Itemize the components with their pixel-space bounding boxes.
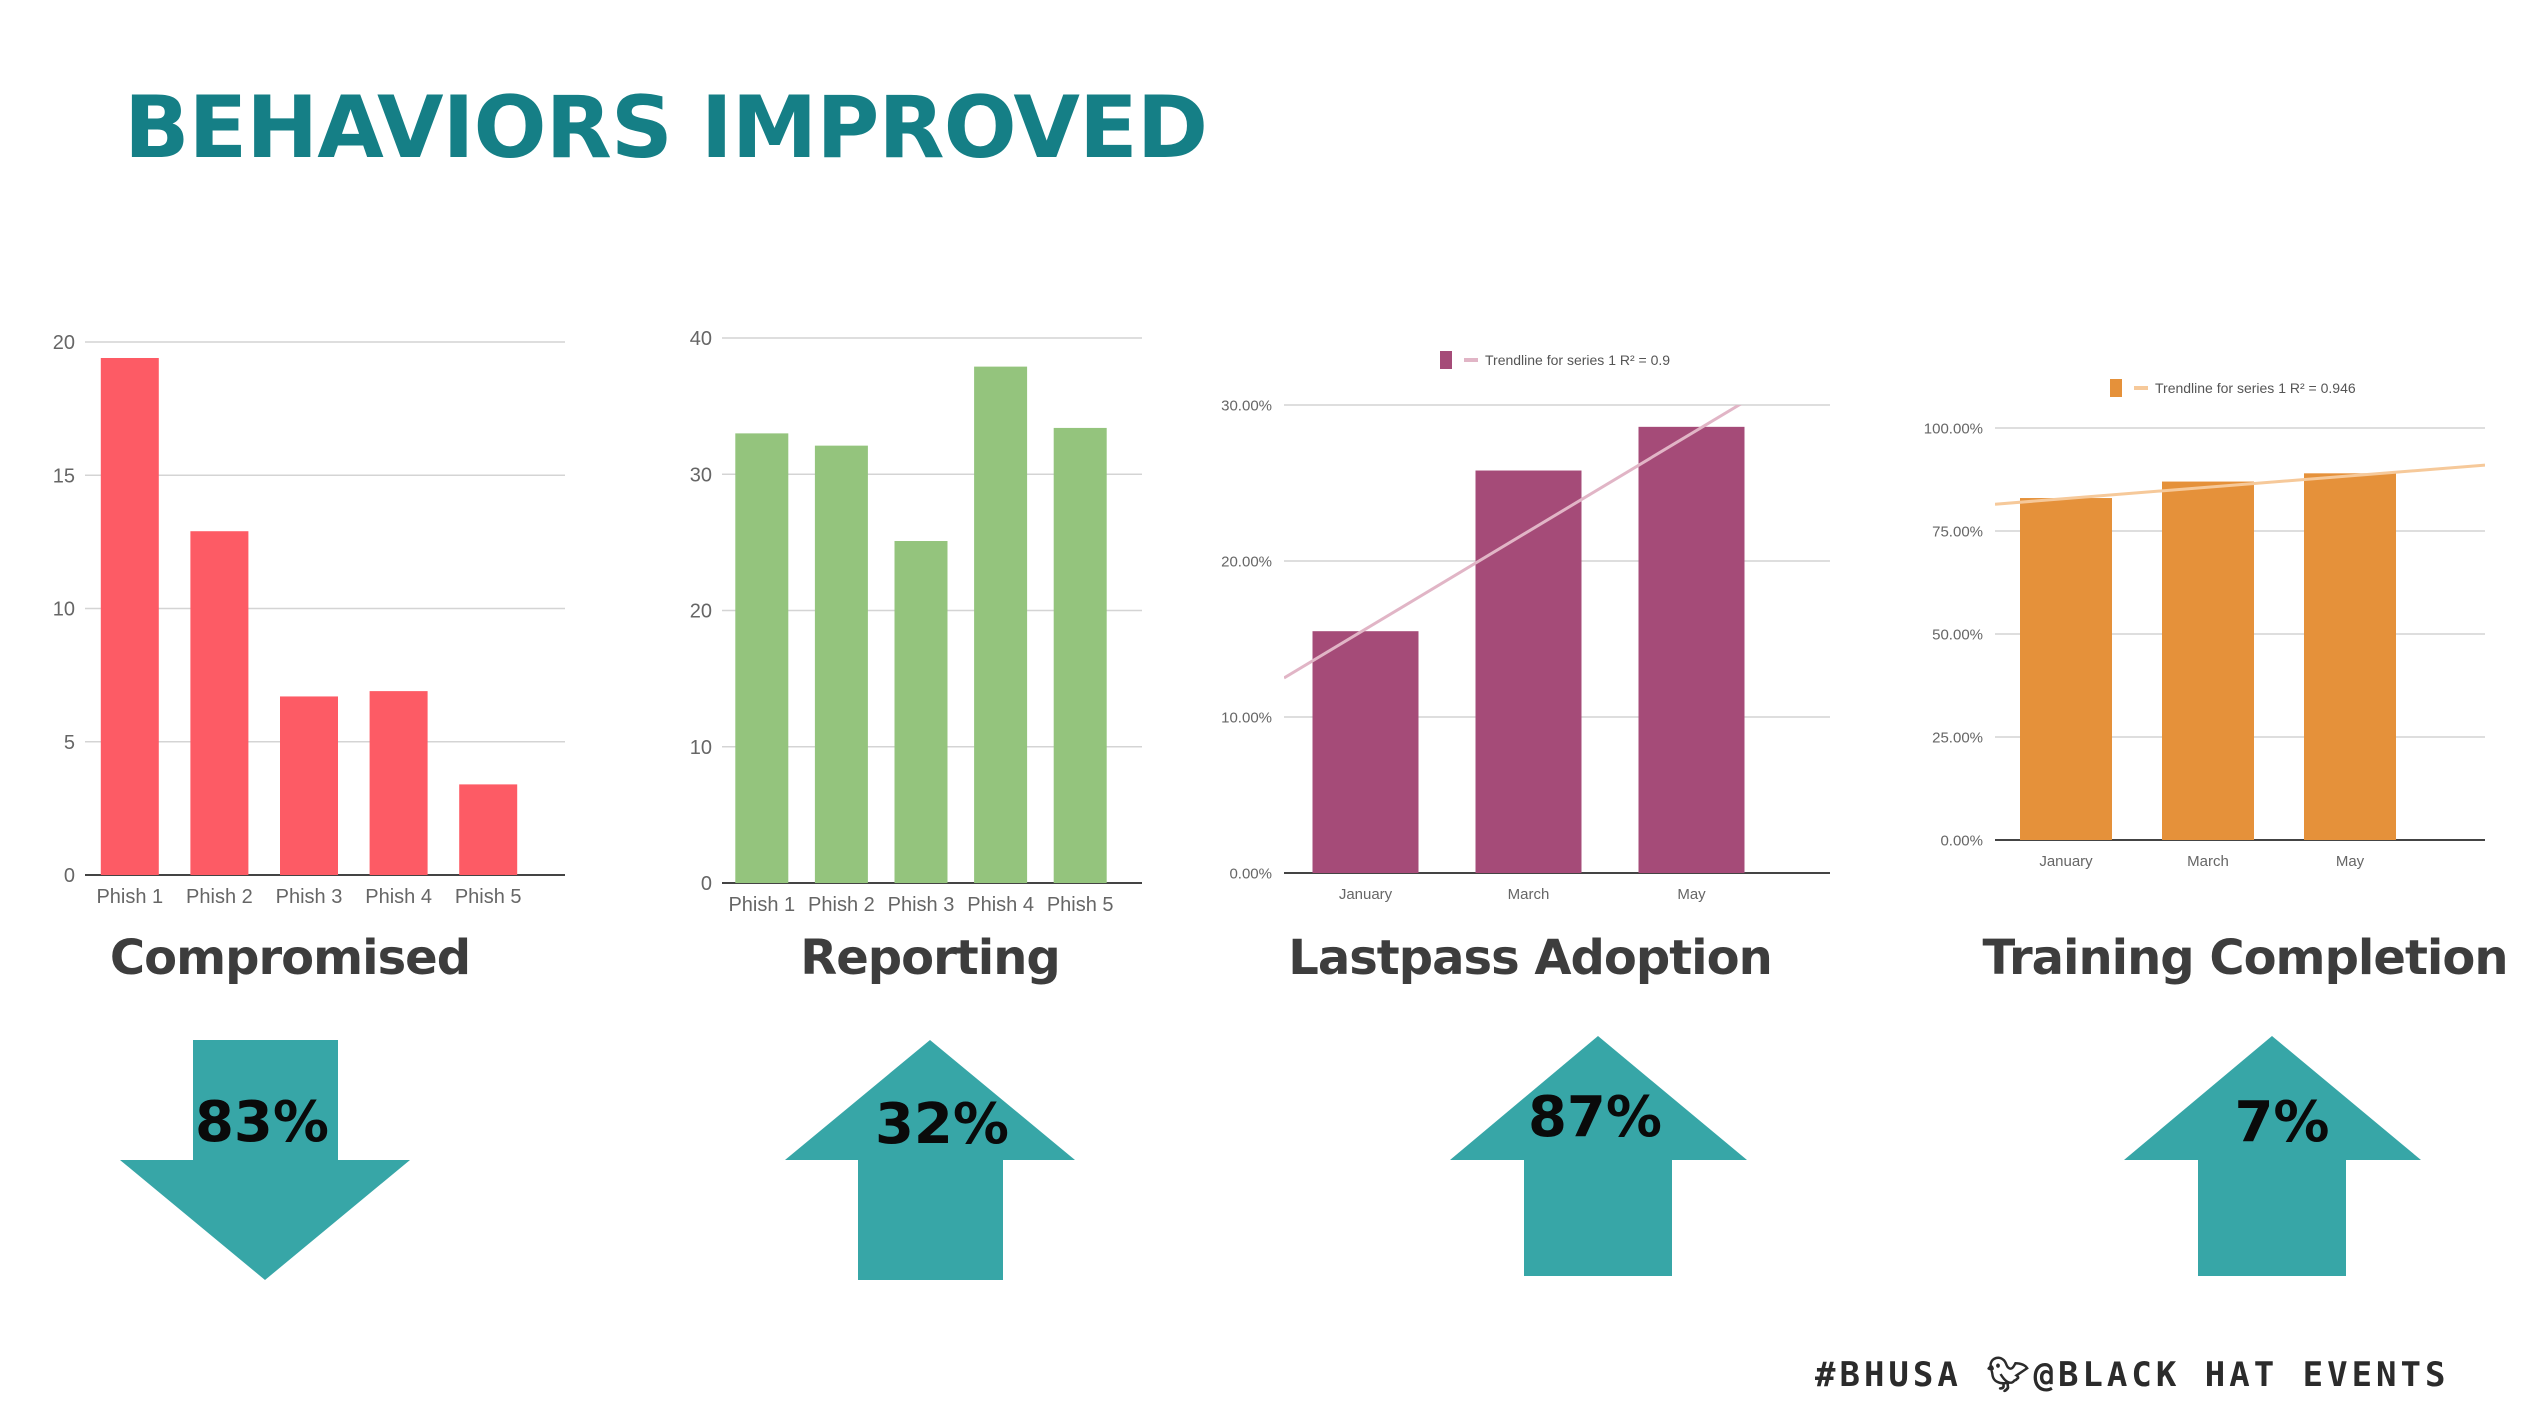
bar: [735, 433, 789, 883]
change-compromised: 83%: [194, 1090, 330, 1155]
x-tick-label: Phish 3: [276, 886, 343, 908]
bar: [280, 696, 338, 875]
y-tick-label: 0.00%: [1940, 832, 1983, 849]
x-tick-label: January: [2039, 853, 2093, 870]
y-tick-label: 75.00%: [1932, 523, 1983, 540]
bar: [2304, 473, 2396, 840]
y-tick-label: 10.00%: [1221, 709, 1272, 726]
bar: [1638, 426, 1745, 873]
down-arrow-icon: [120, 1040, 410, 1280]
x-tick-label: March: [2187, 853, 2229, 870]
x-tick-label: Phish 2: [808, 894, 875, 916]
legend-swatch: [1440, 351, 1452, 369]
bar: [190, 531, 249, 875]
y-tick-label: 30: [690, 464, 712, 486]
caption-reporting: Reporting: [800, 930, 1060, 986]
y-tick-label: 40: [690, 328, 712, 350]
x-tick-label: Phish 4: [967, 894, 1034, 916]
page-title: BEHAVIORS IMPROVED: [124, 78, 1208, 178]
legend-label: Trendline for series 1 R² = 0.946: [2155, 380, 2356, 396]
bar: [1053, 427, 1107, 883]
x-tick-label: Phish 3: [888, 894, 955, 916]
bar: [814, 445, 868, 883]
x-tick-label: May: [1677, 886, 1706, 903]
y-tick-label: 15: [53, 465, 75, 487]
chart-compromised: 0 5 10 15 20 Phish 1 Phish 2 Phish 3 Phish 4 Phis…: [53, 332, 565, 908]
footer-hashtag: #BHUSA: [1815, 1355, 1962, 1395]
up-arrow-icon: [785, 1040, 1075, 1280]
bar: [459, 784, 518, 875]
bar: [369, 691, 428, 875]
bar: [1475, 470, 1582, 873]
y-tick-label: 0: [64, 865, 75, 887]
caption-training-completion: Training Completion: [1982, 930, 2509, 986]
footer-handle: @BLACK HAT EVENTS: [2033, 1355, 2450, 1395]
bar: [2162, 481, 2254, 840]
x-tick-label: Phish 4: [365, 886, 432, 908]
change-lastpass-adoption: 87%: [1527, 1085, 1663, 1150]
trendline: [1284, 405, 1742, 680]
bar: [974, 366, 1028, 883]
bar: [894, 541, 948, 883]
change-training-completion: 7%: [2234, 1090, 2330, 1155]
x-tick-label: Phish 1: [96, 886, 163, 908]
x-tick-label: Phish 2: [186, 886, 253, 908]
x-tick-label: Phish 5: [455, 886, 522, 908]
y-tick-label: 5: [64, 732, 75, 754]
y-tick-label: 20: [53, 332, 75, 354]
caption-compromised: Compromised: [109, 930, 471, 986]
change-reporting: 32%: [874, 1092, 1010, 1157]
up-arrow-icon: [2124, 1036, 2421, 1276]
x-tick-label: March: [1508, 886, 1550, 903]
y-tick-label: 10: [53, 599, 75, 621]
caption-lastpass-adoption: Lastpass Adoption: [1288, 930, 1772, 986]
x-tick-label: May: [2336, 853, 2365, 870]
y-tick-label: 25.00%: [1932, 729, 1983, 746]
y-tick-label: 10: [690, 737, 712, 759]
x-tick-label: Phish 1: [728, 894, 795, 916]
chart-lastpass-adoption: 0.00% 10.00% 20.00% 30.00% January March May Tr…: [1221, 351, 1830, 903]
y-tick-label: 100.00%: [1924, 420, 1983, 437]
y-tick-label: 20.00%: [1221, 553, 1272, 570]
y-tick-label: 20: [690, 601, 712, 623]
x-tick-label: Phish 5: [1047, 894, 1114, 916]
legend-swatch: [2110, 379, 2122, 397]
y-tick-label: 0.00%: [1229, 865, 1272, 882]
bar: [2020, 498, 2112, 840]
bar: [100, 357, 159, 875]
up-arrow-icon: [1450, 1036, 1747, 1276]
chart-training-completion: 0.00% 25.00% 50.00% 75.00% 100.00% January Mar…: [1924, 379, 2485, 870]
x-tick-label: January: [1339, 886, 1393, 903]
y-tick-label: 0: [701, 873, 712, 895]
trendline: [1995, 463, 2485, 506]
y-tick-label: 30.00%: [1221, 397, 1272, 414]
y-tick-label: 50.00%: [1932, 626, 1983, 643]
legend-label: Trendline for series 1 R² = 0.9: [1485, 352, 1670, 368]
footer: #BHUSA 🐦︎@BLACK HAT EVENTS: [1815, 1355, 2449, 1395]
bar: [1312, 631, 1419, 873]
chart-reporting: 0 10 20 30 40 Phish 1 Phish 2 Phish 3 Phish 4 Phi…: [690, 328, 1142, 916]
twitter-bird-icon: 🐦︎: [1986, 1355, 2034, 1395]
